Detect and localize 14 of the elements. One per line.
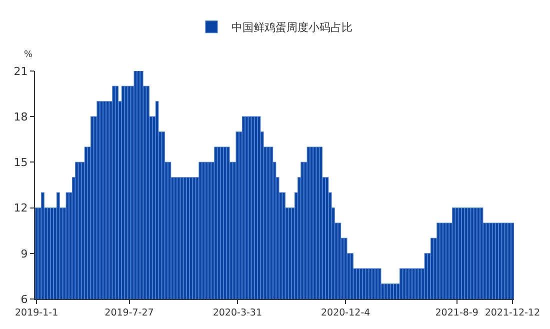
x-tick-label: 2019-7-27 — [104, 307, 154, 318]
y-axis-title: % — [24, 50, 33, 60]
legend-label: 中国鲜鸡蛋周度小码占比 — [232, 21, 352, 34]
x-tick-label: 2020-12-4 — [320, 307, 370, 318]
y-tick-label: 18 — [14, 110, 28, 124]
y-tick-label: 6 — [20, 292, 28, 306]
y-tick-label: 12 — [14, 202, 28, 215]
y-tick-label: 21 — [14, 64, 28, 78]
x-tick-label: 2021-12-12 — [484, 307, 540, 318]
y-tick-label: 15 — [14, 156, 28, 170]
y-tick-label: 9 — [20, 247, 28, 260]
x-tick-label: 2019-1-1 — [14, 307, 58, 318]
x-tick-label: 2021-8-9 — [435, 307, 478, 318]
x-tick-label: 2020-3-31 — [212, 307, 262, 318]
